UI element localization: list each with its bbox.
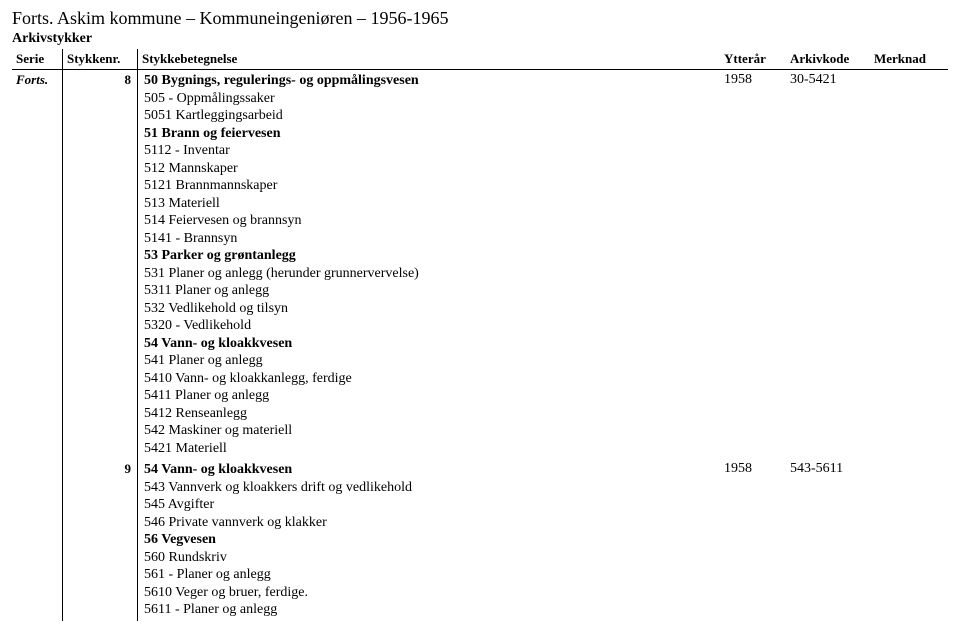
- content-line: 54 Vann- og kloakkvesen: [144, 461, 716, 479]
- content-line: 561 - Planer og anlegg: [144, 566, 716, 584]
- table-header-row: Serie Stykkenr. Stykkebetegnelse Ytterår…: [12, 49, 948, 70]
- serie-cell: Forts.: [12, 70, 63, 460]
- content-line: 546 Private vannverk og klakker: [144, 514, 716, 532]
- content-line: 542 Maskiner og materiell: [144, 422, 716, 440]
- archive-table: Serie Stykkenr. Stykkebetegnelse Ytterår…: [12, 49, 948, 621]
- stykknr-cell: 9: [63, 459, 138, 621]
- arkivkode-cell: 543-5611: [786, 459, 870, 621]
- serie-cell: [12, 459, 63, 621]
- content-line: 50 Bygnings, regulerings- og oppmålingsv…: [144, 72, 716, 90]
- betegnelse-cell: 54 Vann- og kloakkvesen543 Vannverk og k…: [138, 459, 721, 621]
- content-line: 560 Rundskriv: [144, 549, 716, 567]
- page-subtitle: Arkivstykker: [12, 31, 948, 47]
- content-line: 513 Materiell: [144, 195, 716, 213]
- table-row: Forts.8 50 Bygnings, regulerings- og oppm…: [12, 70, 948, 460]
- content-line: 5320 - Vedlikehold: [144, 317, 716, 335]
- content-line: 5141 - Brannsyn: [144, 230, 716, 248]
- col-merknad: Merknad: [870, 49, 948, 70]
- merknad-cell: [870, 459, 948, 621]
- content-line: 5112 - Inventar: [144, 142, 716, 160]
- table-row: 954 Vann- og kloakkvesen543 Vannverk og …: [12, 459, 948, 621]
- content-line: 5412 Renseanlegg: [144, 405, 716, 423]
- col-betegn: Stykkebetegnelse: [138, 49, 721, 70]
- content-line: 53 Parker og grøntanlegg: [144, 247, 716, 265]
- content-line: 514 Feiervesen og brannsyn: [144, 212, 716, 230]
- content-line: 5121 Brannmannskaper: [144, 177, 716, 195]
- content-line: 5610 Veger og bruer, ferdige.: [144, 584, 716, 602]
- content-line: 543 Vannverk og kloakkers drift og vedli…: [144, 479, 716, 497]
- content-line: 5421 Materiell: [144, 440, 716, 458]
- page-title: Forts. Askim kommune – Kommuneingeniøren…: [12, 8, 948, 29]
- col-serie: Serie: [12, 49, 63, 70]
- content-line: 51 Brann og feiervesen: [144, 125, 716, 143]
- content-line: 5410 Vann- og kloakkanlegg, ferdige: [144, 370, 716, 388]
- content-line: 5311 Planer og anlegg: [144, 282, 716, 300]
- content-line: 5611 - Planer og anlegg: [144, 601, 716, 619]
- content-line: 54 Vann- og kloakkvesen: [144, 335, 716, 353]
- content-line: 531 Planer og anlegg (herunder grunnerve…: [144, 265, 716, 283]
- col-stykknr: Stykkenr.: [63, 49, 138, 70]
- merknad-cell: [870, 70, 948, 460]
- col-arkivkode: Arkivkode: [786, 49, 870, 70]
- content-line: 512 Mannskaper: [144, 160, 716, 178]
- content-line: 5051 Kartleggingsarbeid: [144, 107, 716, 125]
- content-line: 541 Planer og anlegg: [144, 352, 716, 370]
- ytterar-cell: 1958: [720, 459, 786, 621]
- content-line: 5411 Planer og anlegg: [144, 387, 716, 405]
- ytterar-cell: 1958: [720, 70, 786, 460]
- arkivkode-cell: 30-5421: [786, 70, 870, 460]
- content-line: 532 Vedlikehold og tilsyn: [144, 300, 716, 318]
- stykknr-cell: 8: [63, 70, 138, 460]
- betegnelse-cell: 50 Bygnings, regulerings- og oppmålingsv…: [138, 70, 721, 460]
- content-line: 545 Avgifter: [144, 496, 716, 514]
- content-line: 56 Vegvesen: [144, 531, 716, 549]
- content-line: 505 - Oppmålingssaker: [144, 90, 716, 108]
- col-ytterar: Ytterår: [720, 49, 786, 70]
